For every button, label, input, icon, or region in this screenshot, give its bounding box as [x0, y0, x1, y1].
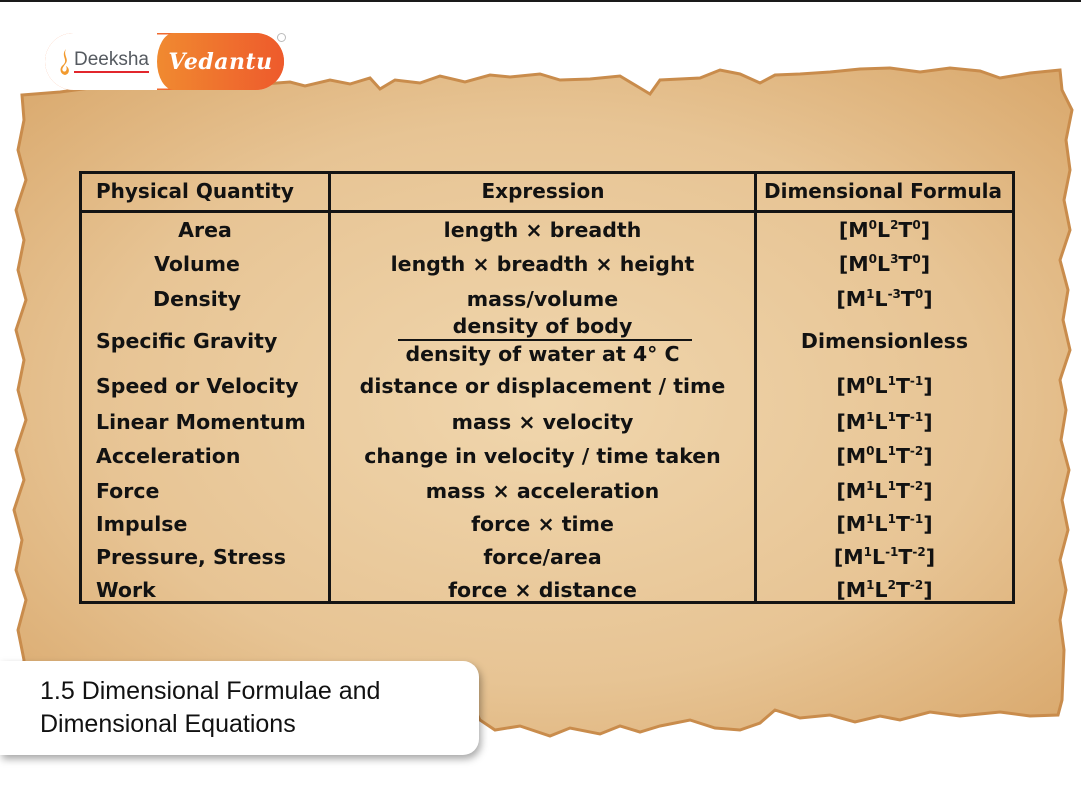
- table-header-row: [82, 174, 1012, 213]
- formula-work: [M1L2T-2]: [836, 578, 933, 602]
- quantity-speed: Speed or Velocity: [96, 374, 299, 398]
- formula-speed: [M0L1T-1]: [836, 374, 933, 398]
- fraction-bar: [398, 339, 692, 341]
- header-physical-quantity: Physical Quantity: [96, 179, 294, 203]
- formula-linear-momentum: [M1L1T-1]: [836, 410, 933, 434]
- brand-logo: Deeksha Vedantu: [45, 33, 284, 90]
- deeksha-wordmark: Deeksha: [74, 50, 149, 73]
- expression-area: length × breadth: [443, 218, 642, 242]
- expression-acceleration: change in velocity / time taken: [364, 444, 721, 468]
- vedantu-logo: Vedantu: [157, 33, 284, 90]
- trademark-icon: [277, 33, 286, 42]
- expression-linear-momentum: mass × velocity: [451, 410, 634, 434]
- formula-impulse: [M1L1T-1]: [836, 512, 933, 536]
- formula-force: [M1L1T-2]: [836, 479, 933, 503]
- top-border-line: [0, 0, 1081, 2]
- quantity-linear-momentum: Linear Momentum: [96, 410, 306, 434]
- quantity-pressure-stress: Pressure, Stress: [96, 545, 286, 569]
- formula-area: [M0L2T0]: [838, 218, 931, 242]
- deeksha-logo: Deeksha: [45, 33, 157, 90]
- quantity-volume: Volume: [154, 252, 240, 276]
- vedantu-wordmark: Vedantu: [168, 48, 273, 75]
- expression-density: mass/volume: [466, 287, 619, 311]
- formula-volume: [M0L3T0]: [838, 252, 931, 276]
- quantity-density: Density: [153, 287, 241, 311]
- section-caption-card: 1.5 Dimensional Formulae and Dimensional…: [0, 661, 479, 755]
- expression-pressure-stress: force/area: [483, 545, 602, 569]
- header-dimensional-formula: Dimensional Formula: [764, 179, 1003, 203]
- section-title-line-1: 1.5 Dimensional Formulae and: [40, 677, 381, 705]
- expression-specific-gravity-denominator: density of water at 4° C: [405, 342, 680, 366]
- flame-icon: [60, 48, 69, 75]
- formula-pressure-stress: [M1L-1T-2]: [833, 545, 936, 569]
- column-divider: [328, 174, 331, 601]
- section-title: 1.5 Dimensional Formulae and Dimensional…: [40, 675, 380, 741]
- expression-force: mass × acceleration: [425, 479, 660, 503]
- quantity-work: Work: [96, 578, 156, 602]
- dimensional-formula-table: Physical Quantity Expression Dimensional…: [79, 171, 1015, 604]
- quantity-area: Area: [178, 218, 232, 242]
- expression-specific-gravity-numerator: density of body: [452, 314, 633, 338]
- expression-work: force × distance: [448, 578, 637, 602]
- quantity-impulse: Impulse: [96, 512, 188, 536]
- section-title-line-2: Dimensional Equations: [40, 710, 296, 738]
- expression-speed: distance or displacement / time: [359, 374, 726, 398]
- expression-volume: length × breadth × height: [390, 252, 695, 276]
- formula-specific-gravity: Dimensionless: [800, 329, 969, 353]
- quantity-force: Force: [96, 479, 160, 503]
- expression-impulse: force × time: [471, 512, 614, 536]
- quantity-acceleration: Acceleration: [96, 444, 241, 468]
- quantity-specific-gravity: Specific Gravity: [96, 329, 278, 353]
- formula-acceleration: [M0L1T-2]: [836, 444, 933, 468]
- formula-density: [M1L-3T0]: [836, 287, 933, 311]
- header-expression: Expression: [481, 179, 605, 203]
- column-divider: [754, 174, 757, 601]
